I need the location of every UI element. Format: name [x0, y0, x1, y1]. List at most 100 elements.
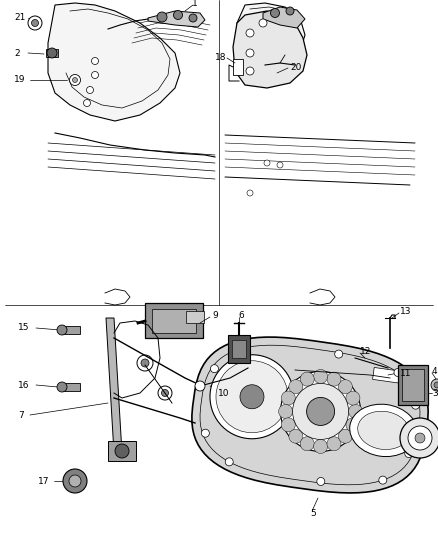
Circle shape: [264, 160, 270, 166]
Text: 19: 19: [14, 76, 25, 85]
Circle shape: [246, 49, 254, 57]
Text: 6: 6: [238, 311, 244, 319]
Circle shape: [86, 86, 93, 93]
Ellipse shape: [350, 404, 417, 457]
Polygon shape: [192, 337, 428, 493]
Text: 5: 5: [310, 508, 316, 518]
Circle shape: [73, 77, 78, 83]
Text: 21: 21: [14, 13, 25, 22]
Circle shape: [259, 19, 267, 27]
Circle shape: [173, 11, 183, 20]
Circle shape: [394, 368, 402, 376]
Circle shape: [279, 405, 293, 418]
Bar: [398, 365, 428, 405]
Bar: [152, 309, 196, 333]
Circle shape: [338, 379, 352, 394]
Polygon shape: [237, 3, 305, 73]
Circle shape: [210, 355, 294, 439]
Circle shape: [289, 379, 303, 394]
Circle shape: [431, 379, 438, 391]
Circle shape: [415, 433, 425, 443]
Circle shape: [225, 458, 233, 466]
Text: 16: 16: [18, 381, 29, 390]
Text: 11: 11: [400, 368, 411, 377]
Bar: [232, 340, 246, 358]
Circle shape: [289, 429, 303, 443]
Polygon shape: [62, 326, 80, 334]
Circle shape: [115, 444, 129, 458]
Circle shape: [346, 418, 360, 432]
Circle shape: [349, 405, 363, 418]
Circle shape: [281, 418, 295, 432]
Text: 12: 12: [360, 346, 371, 356]
Polygon shape: [373, 367, 410, 384]
Text: 9: 9: [212, 311, 218, 319]
Circle shape: [32, 20, 39, 27]
Circle shape: [408, 426, 432, 450]
Circle shape: [271, 9, 279, 18]
Circle shape: [210, 365, 219, 373]
Circle shape: [286, 7, 294, 15]
Bar: [108, 441, 136, 461]
Polygon shape: [263, 7, 305, 28]
Circle shape: [195, 381, 205, 391]
Polygon shape: [106, 318, 122, 453]
Bar: [145, 303, 203, 338]
Text: 3: 3: [432, 389, 438, 398]
Text: 4: 4: [432, 367, 438, 376]
Circle shape: [346, 391, 360, 405]
Text: 17: 17: [38, 477, 49, 486]
Circle shape: [327, 437, 341, 451]
Circle shape: [157, 12, 167, 22]
Circle shape: [47, 48, 57, 58]
Polygon shape: [48, 3, 180, 121]
Circle shape: [70, 75, 81, 85]
Circle shape: [314, 439, 328, 454]
Circle shape: [379, 476, 387, 484]
Circle shape: [314, 369, 328, 383]
Circle shape: [281, 372, 360, 451]
Ellipse shape: [358, 411, 410, 449]
Bar: [228, 335, 250, 363]
Circle shape: [338, 429, 352, 443]
Circle shape: [162, 390, 169, 397]
Text: 2: 2: [14, 49, 20, 58]
Circle shape: [434, 382, 438, 388]
Circle shape: [246, 29, 254, 37]
Circle shape: [307, 398, 335, 425]
Text: 1: 1: [192, 0, 198, 7]
Circle shape: [300, 437, 314, 451]
Bar: [46, 49, 58, 57]
Polygon shape: [148, 11, 205, 27]
Bar: [233, 59, 243, 75]
Circle shape: [277, 162, 283, 168]
Circle shape: [63, 469, 87, 493]
Circle shape: [247, 190, 253, 196]
Circle shape: [57, 325, 67, 335]
Circle shape: [317, 478, 325, 486]
Circle shape: [69, 475, 81, 487]
Circle shape: [84, 100, 91, 107]
Text: 15: 15: [18, 324, 29, 333]
Circle shape: [216, 361, 288, 433]
Bar: [402, 369, 424, 401]
Circle shape: [412, 401, 420, 409]
Circle shape: [293, 383, 349, 439]
Polygon shape: [233, 11, 307, 88]
Circle shape: [137, 355, 153, 371]
Circle shape: [405, 449, 413, 457]
Text: 20: 20: [290, 63, 301, 72]
Circle shape: [246, 67, 254, 75]
Circle shape: [335, 350, 343, 358]
Circle shape: [300, 372, 314, 386]
Circle shape: [400, 418, 438, 458]
Circle shape: [327, 372, 341, 386]
Circle shape: [28, 16, 42, 30]
Circle shape: [241, 344, 249, 352]
Circle shape: [281, 391, 295, 405]
Text: 18: 18: [215, 53, 226, 62]
Circle shape: [57, 382, 67, 392]
Text: 13: 13: [400, 306, 411, 316]
Text: 7: 7: [18, 410, 24, 419]
Circle shape: [92, 58, 99, 64]
